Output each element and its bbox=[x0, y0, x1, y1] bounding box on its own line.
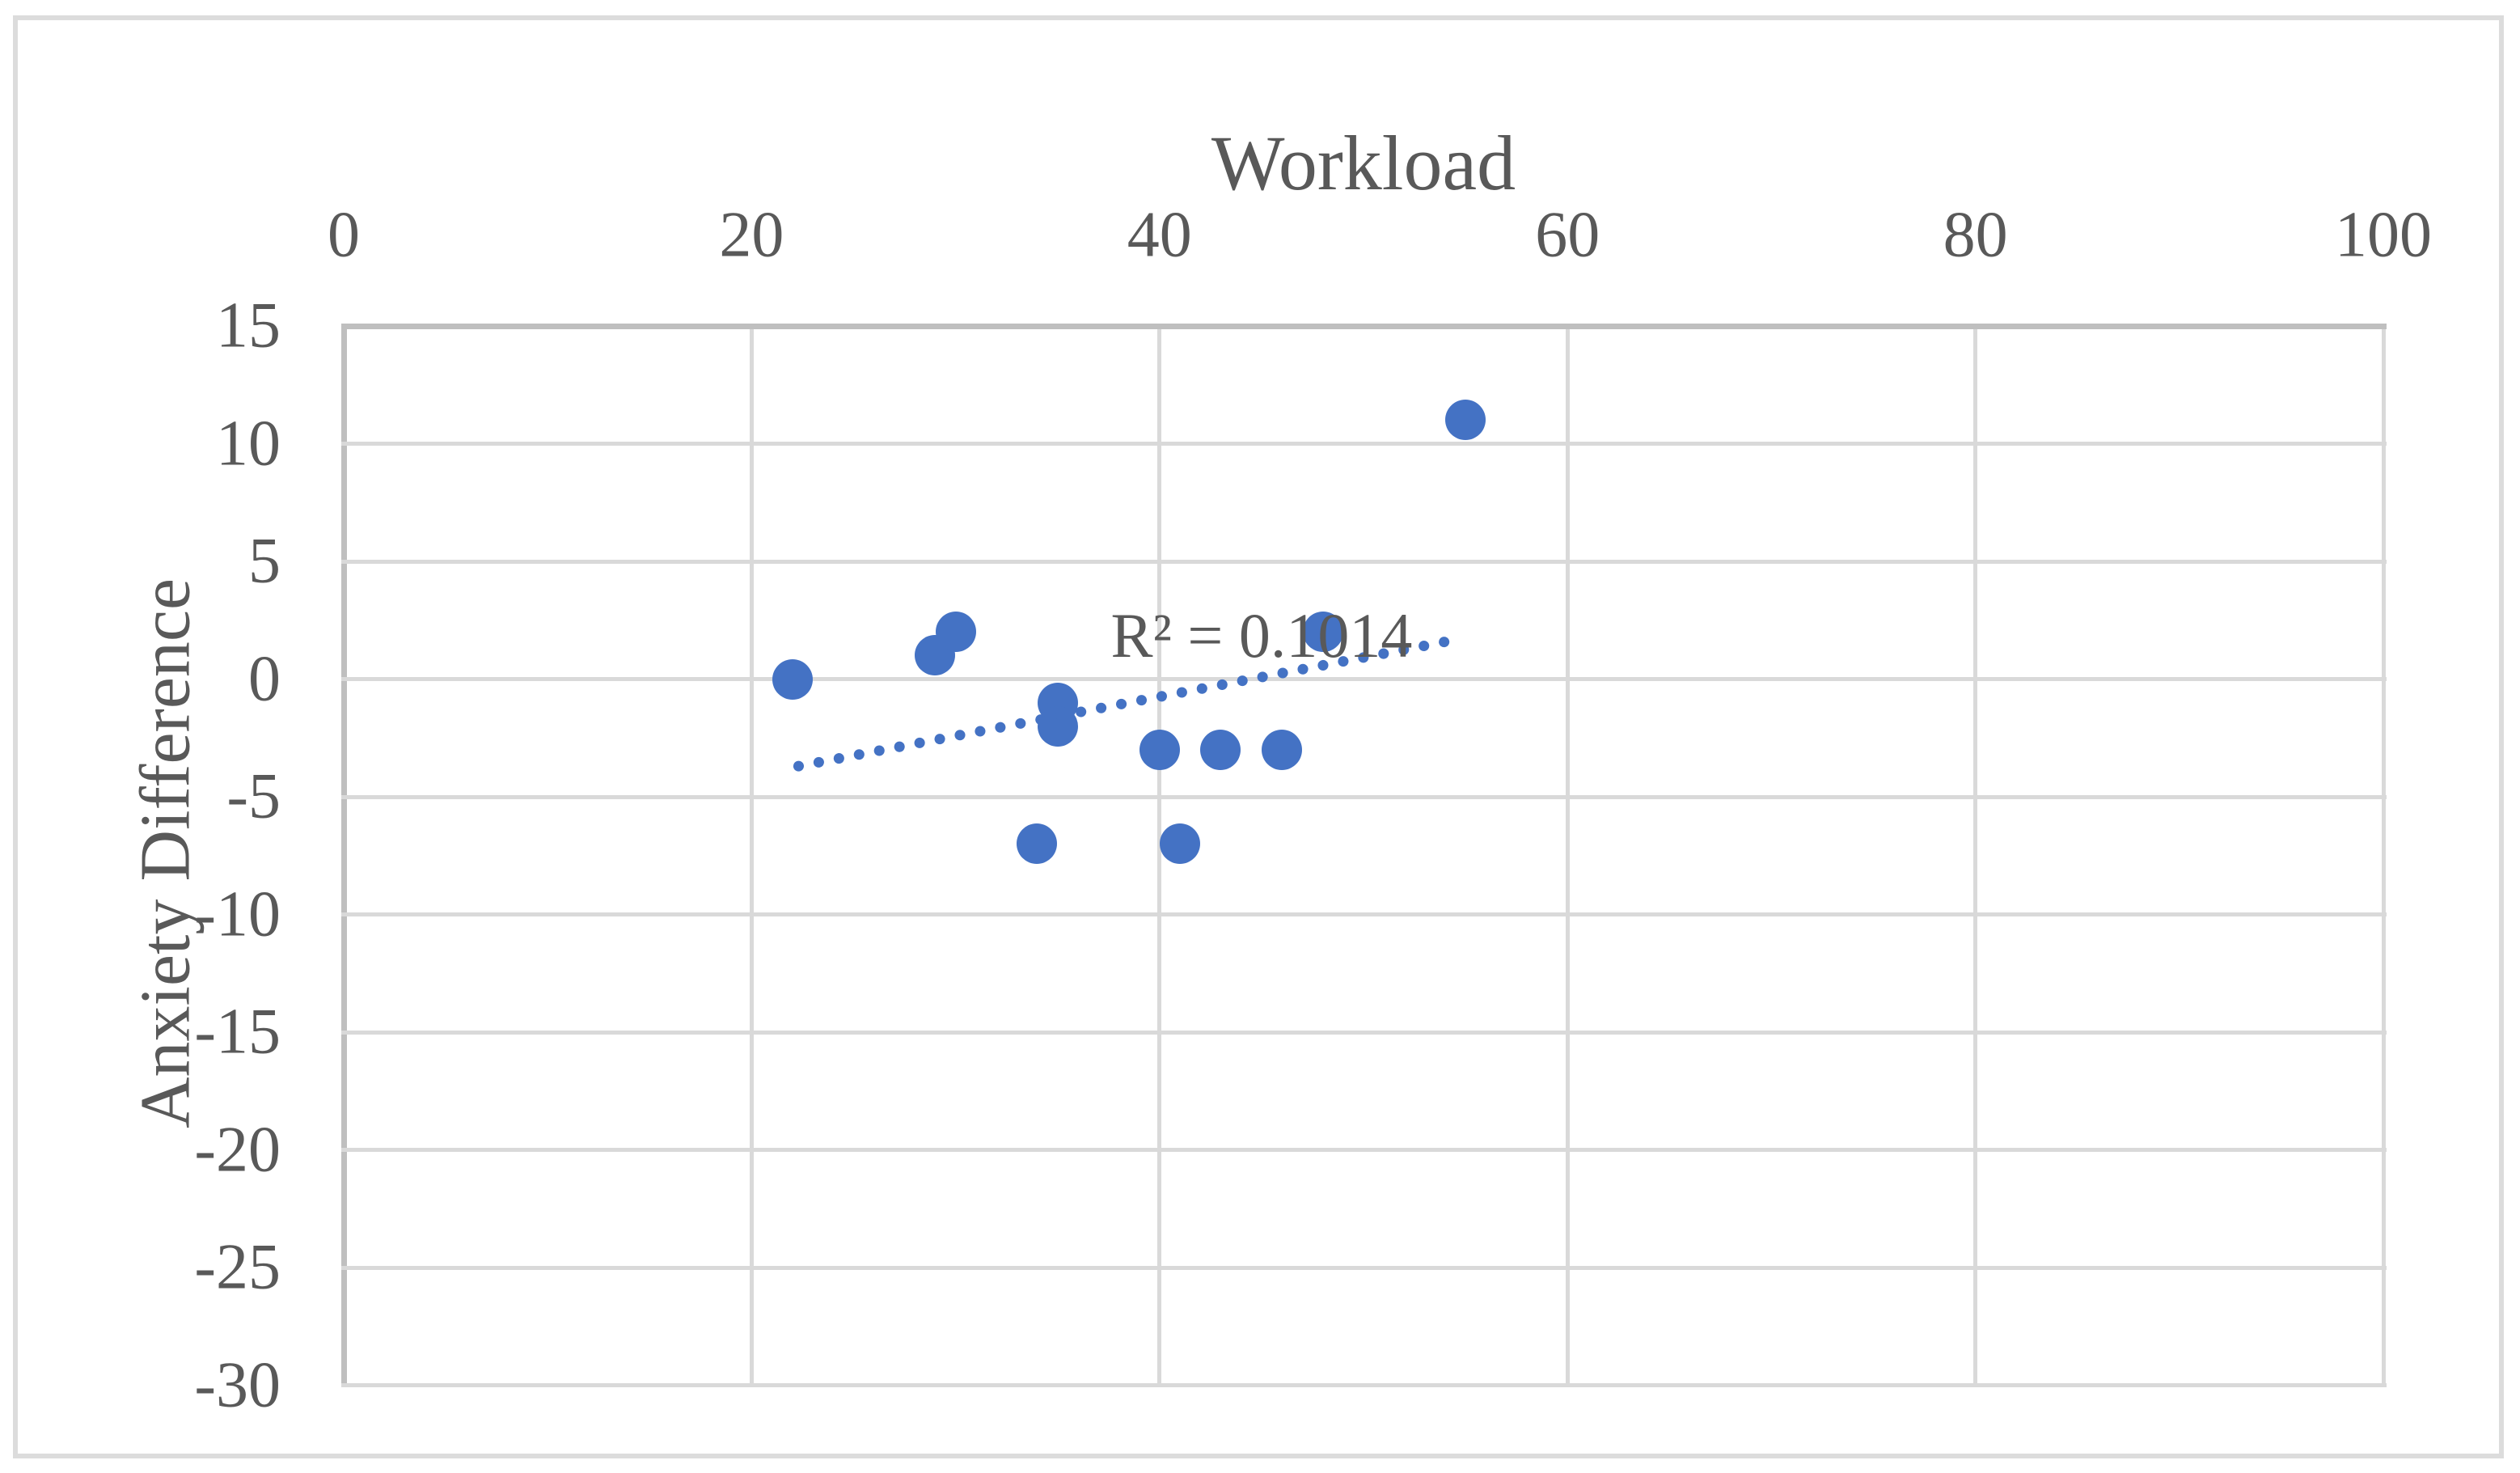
gridline-vertical bbox=[1973, 326, 1978, 1386]
data-point bbox=[1302, 612, 1343, 653]
r-squared-annotation: R² = 0.1014 bbox=[1110, 599, 1413, 671]
data-point bbox=[935, 612, 976, 653]
data-point bbox=[1262, 729, 1303, 770]
gridline-horizontal bbox=[340, 677, 2387, 681]
chart-border-frame bbox=[13, 15, 2504, 1458]
data-point bbox=[772, 658, 813, 700]
gridline-horizontal bbox=[340, 1383, 2387, 1387]
data-point bbox=[1445, 400, 1486, 441]
gridline-vertical bbox=[1157, 326, 1162, 1386]
y-tick-label: -10 bbox=[194, 878, 281, 950]
gridline-horizontal bbox=[340, 912, 2387, 916]
gridline-horizontal bbox=[340, 1148, 2387, 1152]
y-tick-label: -20 bbox=[194, 1114, 281, 1185]
y-tick-label: 5 bbox=[248, 525, 281, 597]
data-point bbox=[1160, 823, 1201, 865]
y-tick-label: -15 bbox=[194, 996, 281, 1068]
gridline-vertical bbox=[2381, 326, 2386, 1386]
trendline bbox=[793, 634, 1459, 772]
data-point bbox=[1200, 729, 1241, 770]
data-point bbox=[1017, 823, 1058, 865]
x-tick-label: 60 bbox=[1535, 199, 1600, 271]
gridline-vertical bbox=[749, 326, 754, 1386]
y-tick-label: 10 bbox=[216, 408, 281, 479]
data-point bbox=[1139, 729, 1180, 770]
gridline-vertical bbox=[1565, 326, 1570, 1386]
x-axis-title: Workload bbox=[1211, 120, 1516, 206]
y-tick-label: 0 bbox=[248, 643, 281, 714]
x-axis-line bbox=[340, 323, 2387, 329]
x-tick-label: 80 bbox=[1943, 199, 2008, 271]
x-tick-label: 100 bbox=[2335, 199, 2432, 271]
y-axis-line bbox=[340, 326, 347, 1386]
y-tick-label: -30 bbox=[194, 1349, 281, 1420]
y-tick-label: -5 bbox=[226, 760, 281, 832]
x-tick-label: 20 bbox=[719, 199, 784, 271]
gridline-horizontal bbox=[340, 1030, 2387, 1035]
gridline-horizontal bbox=[340, 794, 2387, 799]
x-tick-label: 0 bbox=[328, 199, 360, 271]
x-tick-label: 40 bbox=[1127, 199, 1192, 271]
gridline-horizontal bbox=[340, 442, 2387, 446]
gridline-horizontal bbox=[340, 1265, 2387, 1270]
y-tick-label: -25 bbox=[194, 1231, 281, 1303]
y-tick-label: 15 bbox=[216, 290, 281, 362]
gridline-horizontal bbox=[340, 559, 2387, 564]
